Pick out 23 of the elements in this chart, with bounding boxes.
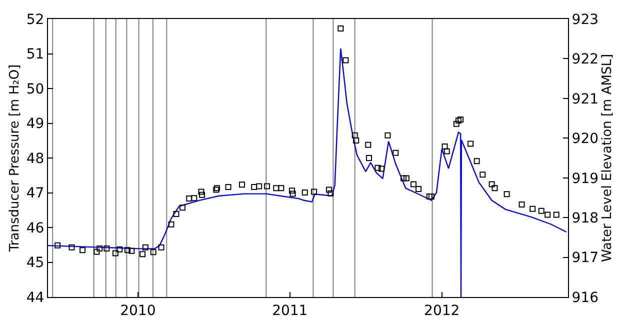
line-series [48, 48, 567, 297]
x-tick-label: 2010 [120, 302, 156, 319]
y-tick-label: 48 [26, 150, 44, 167]
x-tick-label: 2012 [424, 302, 460, 319]
y2-axis-title: Water Level Elevation [m AMSL] [600, 54, 616, 262]
y-tick-label: 46 [26, 220, 44, 236]
y-tick-label: 51 [26, 46, 44, 63]
y2-tick-label: 919 [572, 170, 599, 187]
y-tick-label: 49 [26, 116, 44, 132]
y2-tick-label: 922 [572, 52, 599, 68]
y-tick-label: 44 [26, 290, 44, 306]
y2-tick-label: 916 [572, 290, 599, 306]
y-tick-label: 50 [26, 81, 44, 98]
y-tick-label: 47 [26, 186, 44, 202]
y-axis-title: Transducer Pressure [m H₂O] [7, 64, 22, 253]
x-tick-label: 2011 [272, 302, 308, 319]
y2-tick-label: 921 [572, 91, 599, 108]
y2-tick-label: 923 [572, 12, 599, 28]
y-tick-label: 52 [26, 12, 44, 28]
y2-tick-label: 918 [572, 210, 599, 226]
y2-tick-label: 917 [572, 250, 599, 266]
y-tick-label: 45 [26, 255, 44, 272]
y2-tick-label: 920 [572, 131, 599, 148]
